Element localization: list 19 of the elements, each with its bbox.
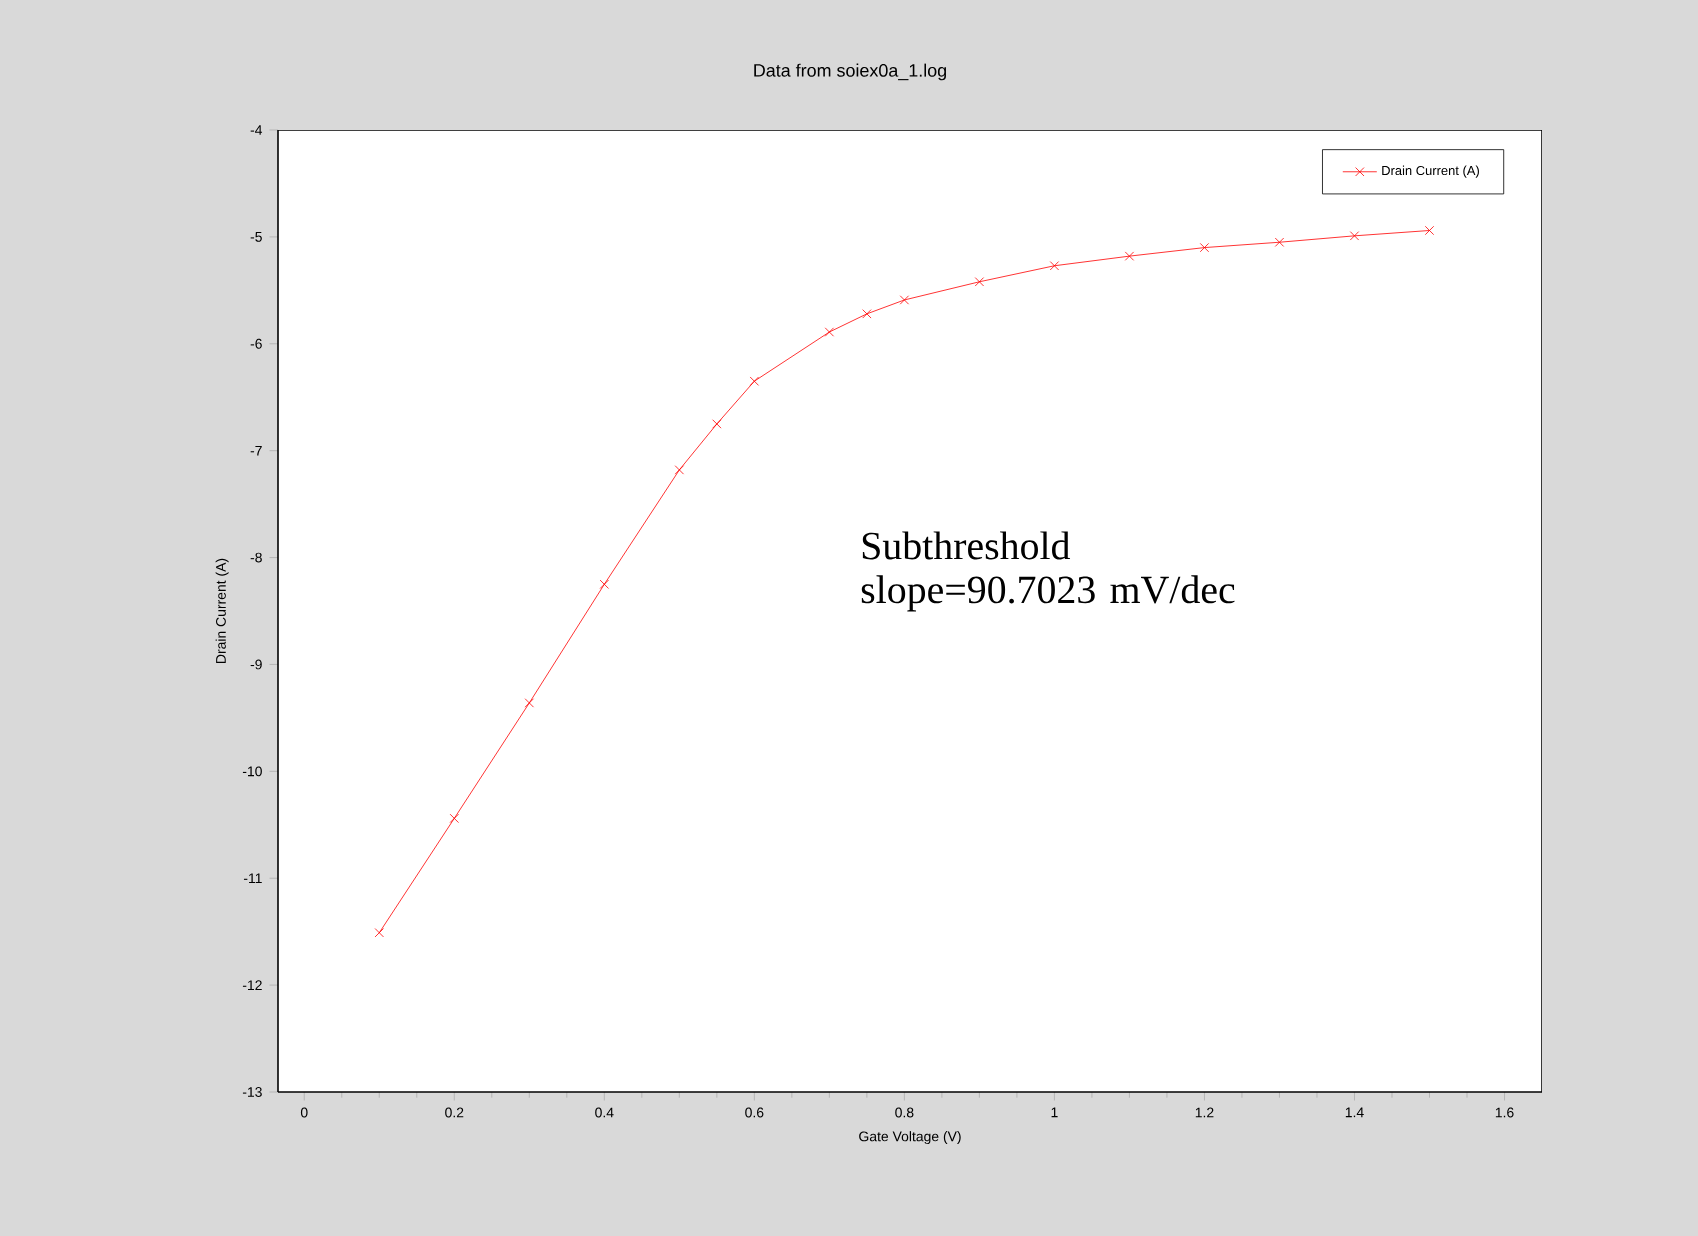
point xyxy=(1424,225,1435,236)
point xyxy=(1124,251,1135,261)
chart-title: Data from soiex0a_1.log xyxy=(754,63,946,81)
point xyxy=(712,419,722,429)
point xyxy=(1274,237,1285,247)
point xyxy=(862,309,872,319)
point xyxy=(599,579,609,589)
point xyxy=(524,698,534,708)
point xyxy=(1349,231,1360,241)
point xyxy=(449,813,459,823)
point xyxy=(1199,242,1210,253)
point xyxy=(899,295,910,305)
point xyxy=(974,277,985,287)
point xyxy=(374,928,384,938)
point xyxy=(674,465,684,475)
point xyxy=(824,327,834,337)
annotation: Subthreshold slope=90.7023 mV/dec xyxy=(861,531,1235,612)
point xyxy=(749,376,759,386)
point xyxy=(1049,261,1060,271)
